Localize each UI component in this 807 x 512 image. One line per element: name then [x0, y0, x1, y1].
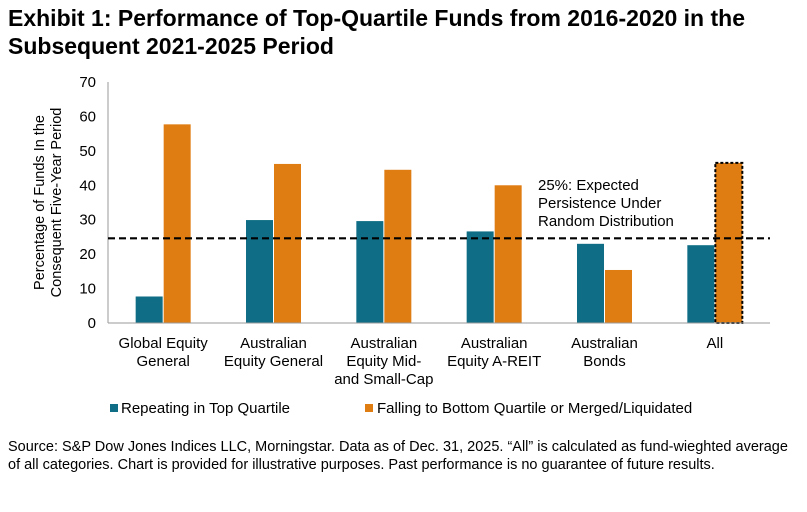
x-tick-label-line: Equity Mid- [346, 353, 421, 370]
bar [274, 163, 301, 323]
legend-label: Repeating in Top Quartile [121, 400, 290, 417]
bar [135, 296, 163, 323]
y-tick-label: 10 [79, 281, 96, 298]
y-tick-labels: 0 10 20 30 40 50 60 70 [79, 74, 96, 332]
bar [356, 221, 384, 323]
x-tick-label-line: Equity A-REIT [447, 353, 541, 370]
y-tick-label: 20 [79, 246, 96, 263]
bars [135, 124, 744, 324]
chart-title: Exhibit 1: Performance of Top-Quartile F… [8, 5, 745, 59]
y-axis-label: Percentage of Funds In theConsequent Fiv… [32, 108, 65, 298]
y-axis-label-line: Consequent Five-Year Period [49, 108, 65, 298]
y-tick-label: 60 [79, 108, 96, 125]
bar [466, 231, 494, 323]
reference-line-group: 25%: Expected Persistence Under Random Dis… [108, 177, 770, 240]
bar [494, 185, 522, 323]
x-tick-label-line: All [706, 335, 723, 352]
y-axis-title: Percentage of Funds In theConsequent Fiv… [32, 108, 65, 298]
y-axis-label-line: Percentage of Funds In the [32, 115, 48, 290]
y-tick-label: 30 [79, 212, 96, 229]
y-tick-label: 40 [79, 177, 96, 194]
x-tick-label-line: Australian [240, 335, 307, 352]
bar [246, 220, 273, 323]
reference-line-label-line: Persistence Under [538, 195, 661, 212]
y-tick-label: 50 [79, 143, 96, 160]
bar [714, 161, 744, 324]
x-tick-label-line: Australian [350, 335, 417, 352]
axes [107, 82, 770, 324]
x-tick-label-line: Global Equity [119, 335, 209, 352]
bar [577, 243, 604, 323]
x-tick-label: All [706, 335, 723, 352]
x-tick-label: Global Equity General [119, 335, 209, 370]
bar [687, 245, 715, 323]
x-tick-label-line: General [136, 353, 189, 370]
reference-line-label-line: Random Distribution [538, 213, 674, 230]
x-tick-label-line: and Small-Cap [334, 371, 433, 388]
y-tick-label: 0 [88, 315, 96, 332]
x-tick-label-line: Australian [571, 335, 638, 352]
reference-line-label: 25%: Expected Persistence Under Random Dis… [538, 177, 674, 230]
legend-swatch [110, 404, 118, 412]
x-tick-label-line: Australian [461, 335, 528, 352]
x-tick-label-line: Equity General [224, 353, 323, 370]
reference-line-label-line: 25%: Expected [538, 177, 639, 194]
x-tick-label: Australian Equity Mid-and Small-Cap [334, 335, 433, 388]
y-tick-label: 70 [79, 74, 96, 91]
x-tick-label-line: Bonds [583, 353, 626, 370]
bar [384, 169, 412, 323]
x-tick-label: Australian Bonds [571, 335, 638, 370]
bar-chart: Percentage of Funds In theConsequent Fiv… [32, 74, 770, 417]
x-tick-label: Australian Equity A-REIT [447, 335, 541, 370]
x-tick-label: Australian Equity General [224, 335, 323, 370]
source-note: Source: S&P Dow Jones Indices LLC, Morni… [8, 439, 788, 473]
legend: Repeating in Top Quartile Falling to Bott… [110, 400, 692, 417]
bar [605, 269, 632, 323]
bar [163, 124, 191, 324]
legend-label: Falling to Bottom Quartile or Merged/Liq… [377, 400, 692, 417]
legend-swatch [365, 404, 373, 412]
